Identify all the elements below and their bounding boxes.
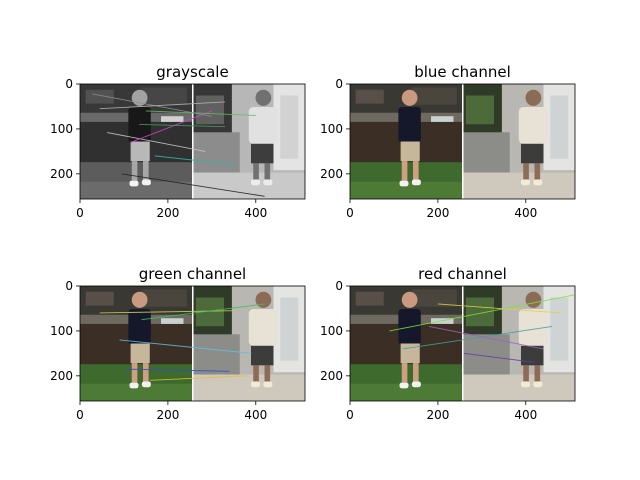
panel-title: red channel bbox=[418, 265, 507, 283]
panel-green-channel: green channel 0 200 400 0 100 200 bbox=[50, 265, 306, 422]
image-separator bbox=[192, 286, 194, 401]
match-line bbox=[145, 110, 256, 116]
axes-frame bbox=[79, 285, 306, 402]
y-tick-label: 100 bbox=[50, 122, 73, 136]
left-image bbox=[350, 84, 463, 199]
panel-grayscale: grayscale 0 200 400 0 100 200 bbox=[50, 63, 306, 220]
left-image bbox=[80, 84, 193, 199]
match-line bbox=[154, 155, 237, 166]
x-tick-label: 400 bbox=[244, 206, 267, 220]
y-tick-label: 0 bbox=[335, 77, 343, 91]
x-tick-label: 200 bbox=[426, 408, 449, 422]
y-tick-label: 200 bbox=[50, 167, 73, 181]
y-tick-label: 200 bbox=[320, 369, 343, 383]
x-tick-label: 0 bbox=[76, 408, 84, 422]
right-image bbox=[192, 84, 305, 199]
right-image bbox=[462, 286, 575, 401]
panel-title: green channel bbox=[139, 265, 246, 283]
panel-blue-channel: blue channel 0 200 400 0 100 200 bbox=[320, 63, 576, 220]
left-image bbox=[80, 286, 193, 401]
x-tick-label: 400 bbox=[514, 206, 537, 220]
panel-title: blue channel bbox=[414, 63, 511, 81]
y-tick-label: 100 bbox=[50, 324, 73, 338]
match-line bbox=[107, 132, 206, 152]
panel-title: grayscale bbox=[156, 63, 228, 81]
match-line bbox=[150, 375, 248, 381]
x-tick-label: 0 bbox=[346, 206, 354, 220]
match-line bbox=[139, 123, 226, 128]
match-line bbox=[389, 294, 575, 332]
x-tick-label: 200 bbox=[156, 206, 179, 220]
y-tick-label: 0 bbox=[335, 279, 343, 293]
x-tick-label: 400 bbox=[514, 408, 537, 422]
y-tick-label: 100 bbox=[320, 324, 343, 338]
right-image bbox=[192, 286, 305, 401]
y-tick-label: 100 bbox=[320, 122, 343, 136]
match-line bbox=[141, 303, 265, 321]
image-separator bbox=[462, 286, 464, 401]
image-separator bbox=[462, 84, 464, 199]
y-tick-label: 0 bbox=[65, 279, 73, 293]
match-line bbox=[126, 368, 230, 372]
match-line bbox=[99, 101, 226, 110]
image-pair bbox=[80, 286, 305, 401]
x-tick-label: 0 bbox=[76, 206, 84, 220]
match-line bbox=[121, 173, 265, 197]
match-line bbox=[119, 339, 252, 354]
left-image bbox=[350, 286, 463, 401]
match-line bbox=[429, 325, 544, 350]
image-separator bbox=[192, 84, 194, 199]
match-line bbox=[437, 303, 561, 314]
y-tick-label: 200 bbox=[50, 369, 73, 383]
match-line bbox=[130, 110, 212, 143]
image-pair bbox=[80, 84, 305, 199]
y-tick-label: 200 bbox=[320, 167, 343, 181]
panel-red-channel: red channel 0 200 400 0 100 200 bbox=[320, 265, 576, 422]
match-line bbox=[402, 325, 553, 350]
x-tick-label: 0 bbox=[346, 408, 354, 422]
x-tick-label: 200 bbox=[156, 408, 179, 422]
x-tick-label: 200 bbox=[426, 206, 449, 220]
image-pair bbox=[350, 286, 575, 401]
match-line bbox=[464, 352, 535, 363]
axes-frame bbox=[79, 83, 306, 200]
x-tick-label: 400 bbox=[244, 408, 267, 422]
image-pair bbox=[350, 84, 575, 199]
right-image bbox=[462, 84, 575, 199]
axes-frame bbox=[349, 285, 576, 402]
axes-frame bbox=[349, 83, 576, 200]
y-tick-label: 0 bbox=[65, 77, 73, 91]
